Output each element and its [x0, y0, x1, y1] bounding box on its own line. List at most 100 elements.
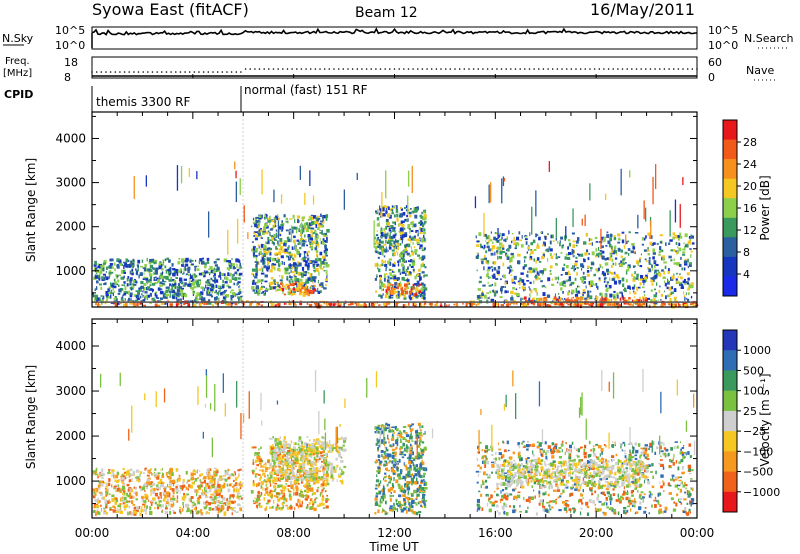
range-cell — [206, 260, 209, 264]
date-label: 16/May/2011 — [590, 0, 695, 19]
range-cell — [273, 237, 276, 240]
nave-point — [682, 68, 684, 70]
range-cell — [258, 499, 261, 502]
range-cell — [167, 494, 169, 498]
range-cell — [202, 489, 203, 493]
range-cell — [113, 474, 115, 479]
range-cell — [113, 506, 117, 509]
range-cell — [416, 241, 420, 244]
power-ytick-label: 4000 — [55, 131, 86, 145]
range-cell — [277, 504, 280, 507]
range-cell — [658, 272, 662, 277]
range-cell — [130, 473, 134, 477]
range-cell — [306, 289, 311, 292]
range-cell — [168, 274, 170, 277]
range-cell — [578, 292, 581, 294]
range-cell — [94, 473, 99, 476]
range-cell — [581, 264, 585, 269]
range-cell — [215, 289, 217, 293]
range-cell — [376, 217, 380, 221]
range-cell — [423, 222, 426, 225]
range-cell — [302, 474, 305, 477]
range-cell — [226, 471, 229, 476]
range-cell — [608, 299, 611, 303]
range-cell — [125, 265, 129, 268]
range-cell — [238, 266, 241, 270]
range-cell — [291, 229, 294, 234]
range-cell — [486, 241, 489, 245]
range-cell — [219, 288, 221, 292]
range-cell — [193, 468, 195, 471]
range-cell — [269, 269, 273, 273]
range-cell — [108, 272, 112, 275]
range-cell — [615, 303, 617, 307]
range-cell — [273, 459, 276, 464]
range-cell — [397, 293, 400, 297]
nave-point — [198, 71, 200, 73]
range-cell — [379, 264, 382, 267]
range-cell — [201, 295, 203, 300]
range-cell — [154, 291, 158, 294]
range-cell — [216, 473, 218, 477]
range-cell — [230, 262, 232, 266]
range-cell — [559, 240, 561, 244]
range-cell — [198, 272, 202, 276]
range-cell — [176, 479, 178, 483]
range-cell — [302, 293, 306, 297]
range-cell — [306, 470, 309, 475]
range-cell — [609, 270, 611, 274]
range-cell — [257, 491, 261, 494]
range-cell — [285, 217, 288, 220]
range-cell — [547, 258, 549, 262]
range-cell — [162, 498, 166, 502]
range-cell — [95, 299, 98, 303]
range-cell — [332, 303, 336, 307]
range-cell — [236, 268, 240, 272]
range-cell — [295, 487, 299, 492]
range-cell — [375, 211, 378, 215]
range-cell — [107, 288, 110, 291]
range-cell — [94, 267, 98, 272]
range-cell — [524, 238, 528, 241]
range-cell — [102, 496, 105, 500]
range-cell — [152, 299, 156, 303]
range-cell — [512, 287, 515, 290]
range-cell — [98, 487, 101, 490]
range-cell — [265, 467, 269, 470]
range-cell — [402, 304, 405, 308]
nave-point — [519, 68, 521, 70]
range-cell — [135, 299, 139, 302]
range-cell — [545, 235, 548, 238]
range-cell — [374, 278, 377, 281]
range-cell — [254, 282, 257, 285]
range-cell — [323, 458, 325, 462]
range-cell — [322, 238, 325, 243]
range-cell — [294, 246, 297, 249]
nave-point — [663, 68, 666, 70]
range-cell — [520, 272, 524, 275]
range-cell — [258, 229, 261, 232]
range-cell — [105, 482, 109, 486]
range-cell — [302, 282, 306, 284]
range-cell — [623, 245, 626, 249]
range-cell — [235, 483, 238, 487]
range-cell — [123, 496, 127, 500]
range-cell — [314, 258, 318, 262]
range-cell — [261, 257, 264, 261]
range-cell — [590, 238, 593, 241]
range-cell — [292, 214, 295, 219]
range-cell — [215, 259, 217, 261]
range-cell — [408, 301, 410, 306]
range-cell — [667, 294, 670, 298]
range-cell — [538, 277, 541, 280]
range-cell — [689, 238, 692, 242]
range-cell — [448, 304, 450, 307]
range-cell — [413, 283, 417, 286]
range-cell — [214, 296, 217, 301]
range-cell — [536, 245, 540, 249]
range-cell — [670, 249, 674, 252]
range-cell — [563, 298, 565, 300]
range-cell — [390, 240, 394, 242]
range-cell — [257, 231, 259, 234]
range-cell — [265, 480, 267, 483]
